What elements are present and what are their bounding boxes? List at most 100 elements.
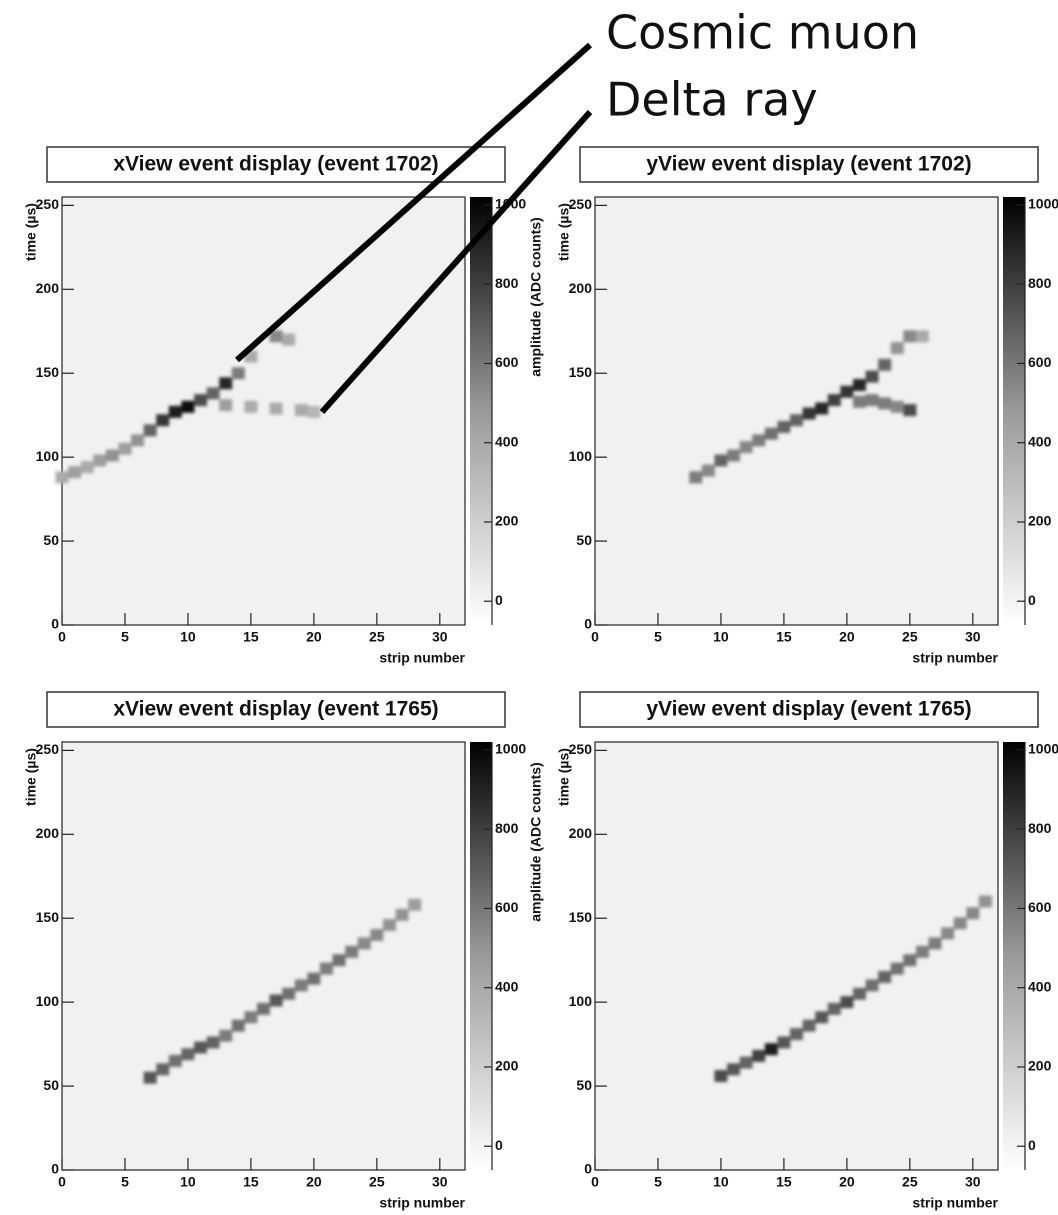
hit-cell — [890, 342, 904, 355]
hit-cell — [865, 979, 879, 992]
hit-cell — [739, 441, 753, 454]
hit-cell — [978, 895, 992, 908]
hit-cell — [827, 394, 841, 407]
hit-cell — [219, 377, 233, 390]
x-tick-label: 10 — [180, 629, 196, 645]
hit-cell — [953, 917, 967, 930]
x-tick-label: 5 — [121, 629, 129, 645]
chart-title: xView event display (event 1765) — [113, 698, 438, 721]
x-tick-label: 0 — [591, 1174, 599, 1190]
hit-cell — [168, 1054, 182, 1067]
hit-cell — [244, 1011, 258, 1024]
panel: xView event display (event 1765) 0 5 10 15 20… — [23, 691, 544, 1211]
hit-cell — [319, 962, 333, 975]
hit-cell — [345, 945, 359, 958]
hit-cell — [840, 996, 854, 1009]
hit-cell — [332, 954, 346, 967]
y-tick-label: 0 — [51, 616, 59, 632]
y-tick-label: 100 — [36, 448, 60, 464]
y-tick-label: 50 — [43, 532, 59, 548]
hit-cell — [80, 461, 94, 474]
hit-cell — [878, 970, 892, 983]
x-axis-label: strip number — [379, 1195, 465, 1211]
colorbar-tick-label: 0 — [1028, 592, 1036, 608]
x-tick-label: 20 — [839, 1174, 855, 1190]
y-axis-label: time (µs) — [556, 203, 572, 261]
hit-cell — [852, 378, 866, 391]
colorbar-tick-label: 600 — [495, 354, 519, 370]
hit-cell — [269, 994, 283, 1007]
y-tick-label: 200 — [36, 280, 60, 296]
y-tick-label: 0 — [584, 1161, 592, 1177]
hit-cell — [55, 471, 69, 484]
hit-cell — [168, 405, 182, 418]
colorbar-tick-label: 600 — [1028, 899, 1052, 915]
hit-cell — [764, 427, 778, 440]
hit-cell — [878, 358, 892, 371]
x-tick-label: 10 — [180, 1174, 196, 1190]
chart-title: yView event display (event 1765) — [646, 698, 971, 721]
hit-cell — [727, 1063, 741, 1076]
hit-cell — [118, 442, 132, 455]
x-axis-label: strip number — [912, 1195, 998, 1211]
x-axis-label: strip number — [912, 650, 998, 666]
hits — [689, 330, 929, 484]
colorbar-tick-label: 600 — [1028, 354, 1052, 370]
plot-area — [61, 741, 466, 1171]
title-box — [46, 146, 506, 183]
hit-cell — [941, 927, 955, 940]
y-tick-label: 200 — [569, 825, 593, 841]
hit-cell — [231, 367, 245, 380]
chart-title: yView event display (event 1702) — [646, 153, 971, 176]
hit-cell — [852, 395, 866, 408]
hit-cell — [752, 1049, 766, 1062]
plot-area — [594, 741, 999, 1171]
hit-cell — [181, 1048, 195, 1061]
hit-cell — [269, 402, 283, 415]
hit-cell — [802, 407, 816, 420]
colorbar-tick-label: 0 — [495, 1137, 503, 1153]
hit-cell — [915, 330, 929, 343]
y-axis-label: time (µs) — [556, 748, 572, 806]
plot-area — [61, 196, 466, 626]
y-tick-label: 50 — [576, 532, 592, 548]
hit-cell — [701, 464, 715, 477]
panel: yView event display (event 1765) 0 5 10 15 20… — [556, 691, 1058, 1211]
chart-title: xView event display (event 1702) — [113, 153, 438, 176]
colorbar-tick-label: 600 — [495, 899, 519, 915]
y-tick-label: 250 — [569, 196, 593, 212]
x-tick-label: 25 — [902, 629, 918, 645]
hit-cell — [790, 1028, 803, 1041]
hit-cell — [194, 1041, 208, 1054]
panel: xView event display (event 1702) 0 5 10 15 20… — [23, 146, 544, 666]
hit-cell — [815, 402, 829, 415]
colorbar-tick-label: 200 — [1028, 513, 1052, 529]
panel: yView event display (event 1702) 0 5 10 15 20… — [556, 146, 1058, 666]
hit-cell — [219, 1029, 233, 1042]
hit-cell — [93, 454, 107, 467]
colorbar-tick-label: 800 — [495, 275, 519, 291]
colorbar-tick-label: 0 — [1028, 1137, 1036, 1153]
hit-cell — [131, 434, 145, 447]
hit-cell — [840, 385, 854, 398]
hit-cell — [206, 1036, 220, 1049]
x-tick-label: 30 — [432, 629, 448, 645]
y-tick-label: 200 — [569, 280, 593, 296]
colorbar-tick-label: 200 — [1028, 1058, 1052, 1074]
x-axis-label: strip number — [379, 650, 465, 666]
hit-cell — [714, 454, 728, 467]
y-tick-label: 100 — [569, 448, 593, 464]
x-tick-label: 15 — [243, 629, 259, 645]
colorbar-tick-label: 400 — [1028, 433, 1052, 449]
colorbar — [1003, 197, 1025, 625]
hit-cell — [890, 962, 904, 975]
y-tick-label: 50 — [576, 1077, 592, 1093]
hit-cell — [307, 405, 321, 418]
x-tick-label: 15 — [776, 629, 792, 645]
x-tick-label: 10 — [713, 1174, 729, 1190]
y-tick-label: 0 — [584, 616, 592, 632]
colorbar-tick-label: 400 — [495, 978, 519, 994]
colorbar-tick-label: 1000 — [1028, 196, 1058, 212]
panels: xView event display (event 1702) 0 5 10 15 20… — [23, 146, 1058, 1211]
